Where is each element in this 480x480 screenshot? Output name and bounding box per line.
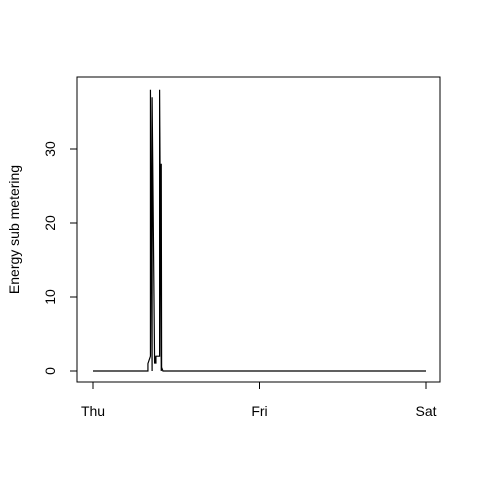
- x-tick-label-sat: Sat: [415, 403, 436, 419]
- y-axis: 0 10 20 30: [42, 141, 78, 375]
- y-tick-label-10: 10: [42, 289, 58, 305]
- series-layer: [93, 89, 426, 372]
- y-tick-label-30: 30: [42, 141, 58, 157]
- y-tick-label-20: 20: [42, 215, 58, 231]
- y-tick-label-0: 0: [42, 367, 58, 375]
- x-tick-label-thu: Thu: [81, 403, 105, 419]
- x-axis: Thu Fri Sat: [81, 381, 437, 419]
- x-tick-label-fri: Fri: [251, 403, 267, 419]
- series-line-0: [93, 89, 426, 372]
- plot-box: [76, 76, 441, 383]
- y-axis-label: Energy sub metering: [6, 165, 22, 294]
